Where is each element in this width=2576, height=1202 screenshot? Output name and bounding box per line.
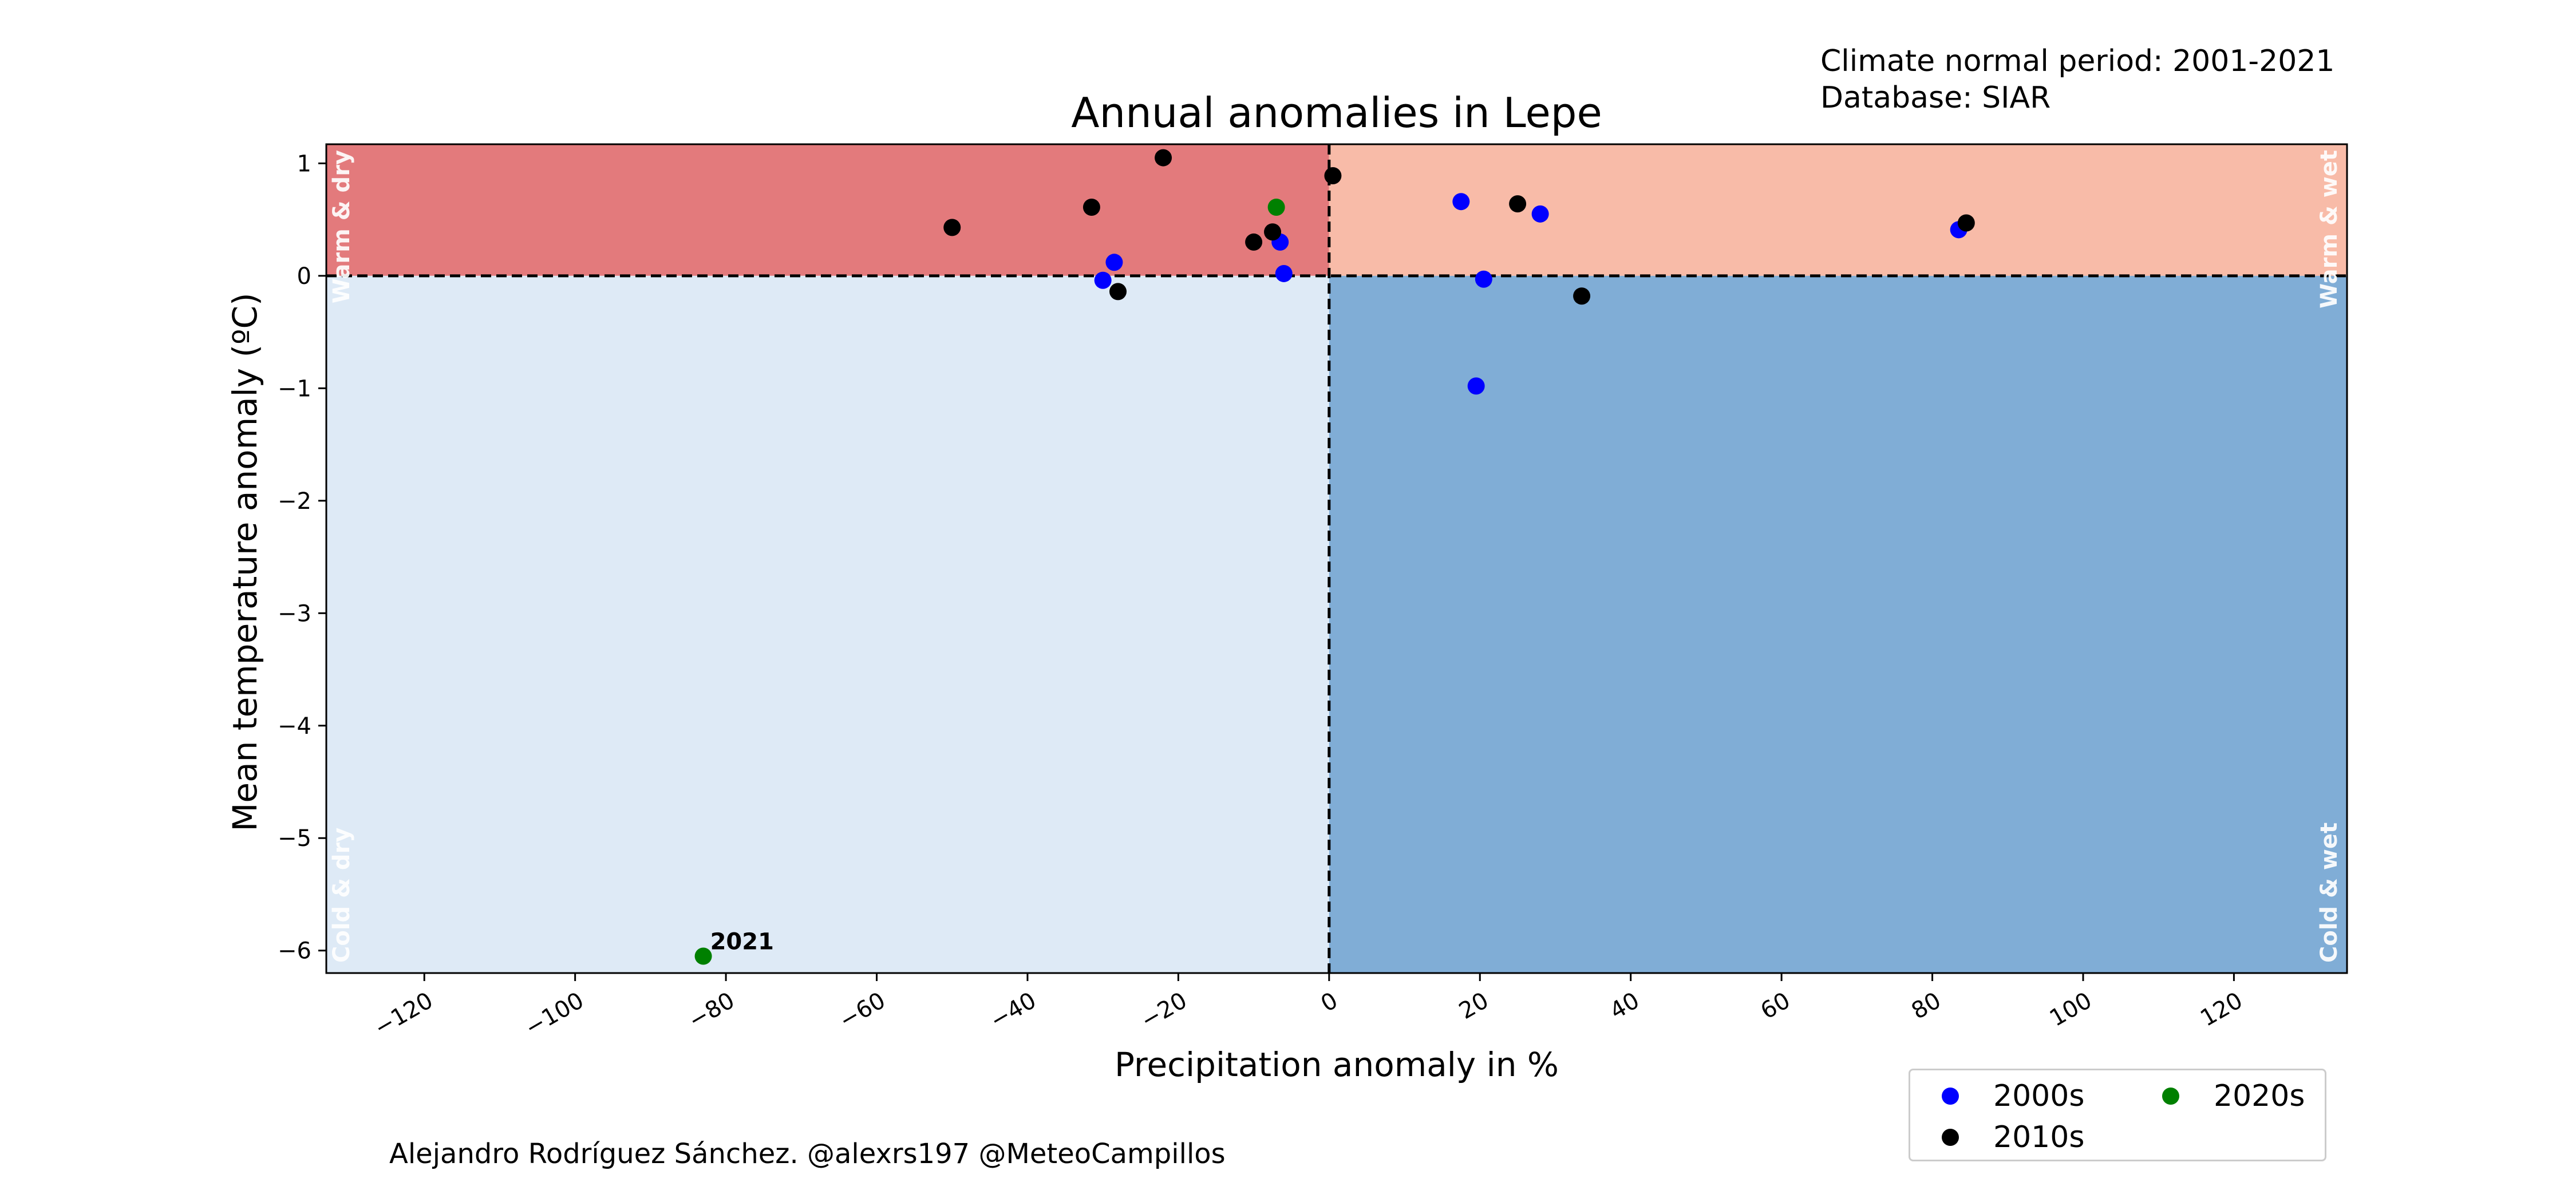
data-point-2000s [1475,270,1492,288]
x-tick-label: −40 [986,987,1041,1034]
x-tick-label: −120 [370,987,437,1042]
legend-label: 2000s [1993,1079,2085,1113]
legend-item-2010s: 2010s [1942,1120,2084,1154]
data-point-2010s [1573,287,1591,305]
legend-marker [1942,1088,1959,1105]
data-point-2010s [1264,223,1282,241]
plot-frame [325,143,2348,974]
data-point-2010s [1509,195,1527,213]
data-point-2000s [1094,271,1112,289]
legend-label: 2010s [1993,1120,2085,1154]
x-tick-label: 40 [1606,987,1644,1025]
y-tick-label: 1 [297,151,311,177]
data-point-2020s [694,947,712,965]
data-point-2010s [943,219,961,236]
normal-period-note: Climate normal period: 2001-2021 [1820,44,2335,78]
quadrant-cold-dry [326,275,1329,974]
x-tick-label: 80 [1907,987,1945,1025]
x-tick-label: −60 [835,987,890,1034]
x-tick-label: 20 [1455,987,1493,1025]
data-point-2000s [1531,205,1549,223]
x-tick-label: 60 [1756,987,1795,1025]
y-tick-label: −6 [278,938,311,964]
data-point-2000s [1105,254,1123,271]
legend-marker [2162,1088,2179,1105]
quadrant-warm-wet [1329,144,2347,276]
y-tick-label: −5 [278,825,311,852]
legend-marker [1942,1129,1959,1146]
legend-item-2000s: 2000s [1942,1079,2084,1113]
database-note: Database: SIAR [1820,81,2051,115]
quadrant-warm-dry [326,144,1329,276]
quadrant-label-cold-wet: Cold & wet [2316,823,2342,963]
author-credit: Alejandro Rodríguez Sánchez. @alexrs197 … [389,1138,1226,1170]
quadrant-label-warm-wet: Warm & wet [2316,150,2342,309]
data-point-2010s [1245,233,1263,251]
legend: 2000s 2010s 2020s [1909,1069,2326,1161]
x-tick-label: −20 [1136,987,1191,1034]
x-tick-label: −100 [521,987,588,1042]
data-point-2010s [1324,167,1342,185]
data-point-2010s [1109,283,1127,300]
x-tick-label: 120 [2196,987,2247,1032]
quadrant-cold-wet [1329,275,2347,974]
legend-item-2020s: 2020s [2162,1079,2305,1113]
data-point-2010s [1957,214,1975,232]
data-point-2000s [1275,264,1293,282]
x-tick-label: 0 [1317,987,1342,1018]
data-point-2020s [1267,199,1285,216]
x-axis-label: Precipitation anomaly in % [1115,1045,1559,1084]
quadrant-label-cold-dry: Cold & dry [329,828,355,963]
chart-title: Annual anomalies in Lepe [1071,89,1602,137]
x-tick-label: −80 [684,987,739,1034]
x-tick-label: 100 [2045,987,2096,1032]
data-point-2010s [1155,149,1172,167]
y-tick-label: −3 [278,600,311,627]
y-axis-label: Mean temperature anomaly (ºC) [226,292,264,831]
y-tick-label: −2 [278,488,311,515]
point-label: 2021 [710,929,774,955]
legend-label: 2020s [2214,1079,2305,1113]
data-point-2000s [1452,193,1470,211]
quadrant-label-warm-dry: Warm & dry [329,150,355,303]
y-tick-label: −4 [278,713,311,740]
data-point-2010s [1082,199,1100,216]
data-point-2000s [1467,377,1485,395]
y-tick-label: 0 [297,263,311,290]
y-tick-label: −1 [278,375,311,402]
